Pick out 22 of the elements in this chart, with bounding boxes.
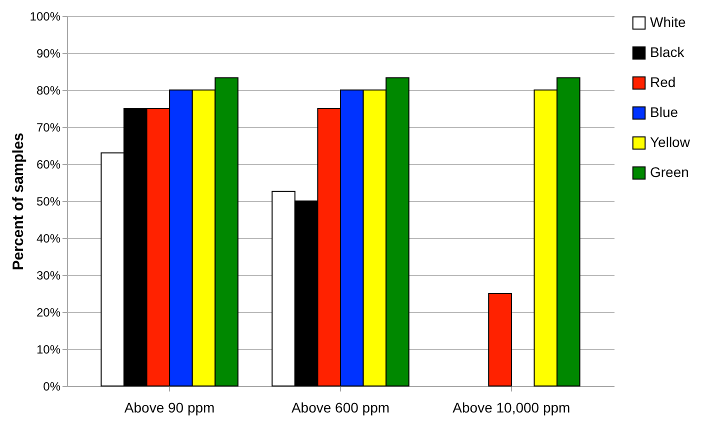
- y-axis-title: Percent of samples: [10, 132, 27, 270]
- x-tick-label: Above 10,000 ppm: [452, 400, 570, 416]
- x-tick-label: Above 600 ppm: [291, 400, 390, 416]
- y-tick-label: 90%: [36, 46, 61, 60]
- y-tick-label: 20%: [36, 306, 61, 320]
- x-tick-label: Above 90 ppm: [124, 400, 215, 416]
- y-tick-label: 60%: [36, 158, 61, 172]
- legend-label: Green: [650, 164, 689, 180]
- y-tick-label: 30%: [36, 268, 61, 282]
- legend-label: Blue: [650, 104, 678, 120]
- y-tick-label: 70%: [36, 120, 61, 134]
- bar: [488, 293, 512, 386]
- y-tick-label: 80%: [36, 84, 61, 98]
- legend-label: White: [650, 14, 686, 30]
- legend-label: Yellow: [650, 134, 691, 150]
- legend-label: Black: [650, 44, 686, 60]
- y-tick-label: 50%: [36, 194, 61, 208]
- y-tick-label: 10%: [36, 342, 61, 356]
- legend-label: Red: [650, 74, 676, 90]
- y-tick-label: 100%: [30, 10, 61, 24]
- y-tick-label: 40%: [36, 232, 61, 246]
- y-tick-label: 0%: [43, 380, 61, 394]
